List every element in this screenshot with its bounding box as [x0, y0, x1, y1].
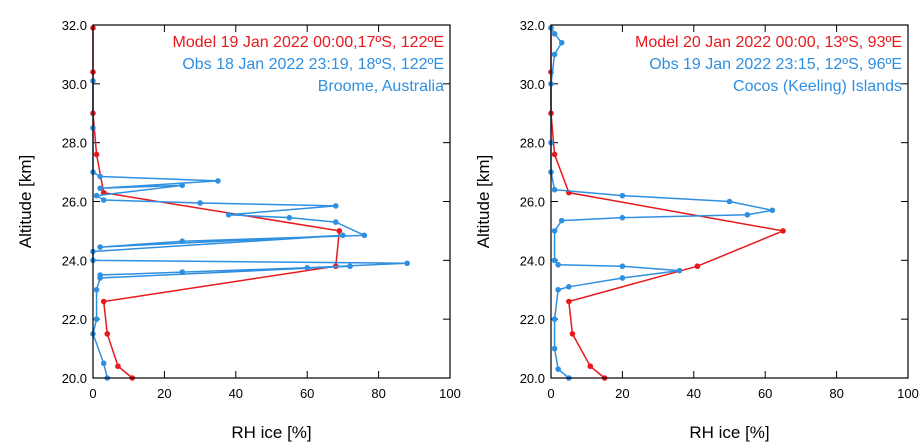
data-point: [551, 257, 558, 264]
plot-frame: [92, 24, 451, 379]
y-tick-label: 22.0: [62, 312, 87, 327]
data-point: [332, 203, 339, 209]
data-point: [332, 219, 339, 225]
y-tick-label: 20.0: [520, 371, 545, 386]
x-tick-label: 40: [687, 386, 701, 401]
data-point: [551, 31, 558, 37]
x-tick-label: 0: [89, 386, 96, 401]
data-point: [347, 263, 353, 270]
legend-entry: Obs 18 Jan 2022 23:19, 18ºS, 122ºE: [182, 56, 444, 73]
series-line: [92, 80, 408, 379]
data-point: [566, 298, 572, 305]
x-tick-label: 80: [829, 386, 843, 401]
data-point: [404, 260, 410, 267]
data-point: [93, 151, 100, 158]
data-point: [336, 228, 343, 234]
y-tick-label: 32.0: [520, 18, 545, 33]
data-point: [93, 316, 100, 322]
x-tick-label: 40: [229, 386, 243, 401]
x-tick-label: 100: [897, 386, 919, 401]
data-point: [100, 197, 107, 203]
data-point: [93, 286, 100, 293]
data-point: [726, 198, 733, 205]
data-point: [551, 228, 558, 234]
y-tick-label: 30.0: [62, 77, 87, 92]
y-axis-label: Altitude [km]: [16, 155, 35, 249]
data-point: [225, 211, 232, 218]
data-point: [93, 192, 100, 199]
data-point: [551, 186, 558, 193]
data-point: [361, 232, 368, 239]
y-tick-label: 26.0: [520, 195, 545, 210]
data-point: [215, 178, 221, 184]
y-axis-label: Altitude [km]: [474, 155, 493, 249]
data-point: [97, 275, 103, 281]
data-point: [769, 207, 776, 214]
y-tick-label: 30.0: [520, 77, 545, 92]
data-point: [179, 182, 186, 189]
legend-entry: Model 20 Jan 2022 00:00, 13ºS, 93ºE: [635, 34, 902, 51]
data-point: [555, 286, 561, 293]
data-point: [104, 331, 111, 337]
x-tick-label: 20: [157, 386, 171, 401]
data-point: [619, 214, 626, 221]
data-point: [694, 263, 701, 270]
data-point: [619, 263, 626, 270]
data-point: [100, 360, 107, 367]
x-tick-label: 60: [758, 386, 772, 401]
data-point: [558, 39, 565, 46]
y-tick-label: 28.0: [62, 136, 87, 151]
y-tick-label: 32.0: [62, 18, 87, 33]
data-point: [97, 185, 103, 192]
data-point: [551, 151, 558, 158]
data-point: [676, 267, 683, 274]
x-tick-label: 0: [547, 386, 554, 401]
data-point: [286, 214, 293, 221]
x-tick-label: 20: [615, 386, 629, 401]
data-point: [179, 238, 186, 245]
data-point: [551, 316, 558, 322]
y-tick-label: 22.0: [520, 312, 545, 327]
legend-entry: Model 19 Jan 2022 00:00,17ºS, 122ºE: [173, 34, 444, 51]
data-point: [555, 261, 561, 268]
data-point: [558, 217, 565, 224]
data-point: [179, 269, 186, 275]
y-tick-label: 24.0: [520, 253, 545, 268]
data-point: [780, 228, 786, 234]
data-point: [744, 211, 751, 218]
data-point: [100, 298, 107, 305]
data-point: [587, 363, 594, 370]
data-point: [619, 192, 626, 199]
data-point: [340, 232, 346, 239]
x-tick-label: 100: [439, 386, 461, 401]
y-tick-label: 26.0: [62, 195, 87, 210]
data-point: [551, 345, 558, 352]
annotation: Broome, Australia: [318, 78, 444, 95]
data-point: [566, 284, 572, 290]
data-point: [551, 51, 558, 58]
x-tick-label: 60: [300, 386, 314, 401]
x-axis-label: RH ice [%]: [231, 423, 311, 442]
y-tick-label: 24.0: [62, 253, 87, 268]
data-point: [569, 331, 576, 337]
data-point: [555, 366, 561, 372]
data-point: [197, 200, 203, 206]
x-tick-label: 80: [371, 386, 385, 401]
data-point: [97, 173, 103, 180]
plot-frame: [550, 24, 909, 379]
annotation: Cocos (Keeling) Islands: [733, 78, 902, 95]
y-tick-label: 20.0: [62, 371, 87, 386]
y-tick-label: 28.0: [520, 136, 545, 151]
data-point: [619, 275, 626, 281]
x-axis-label: RH ice [%]: [689, 423, 769, 442]
legend-entry: Obs 19 Jan 2022 23:15, 12ºS, 96ºE: [649, 56, 902, 73]
data-point: [97, 244, 103, 250]
data-point: [115, 363, 121, 370]
data-point: [304, 264, 311, 271]
